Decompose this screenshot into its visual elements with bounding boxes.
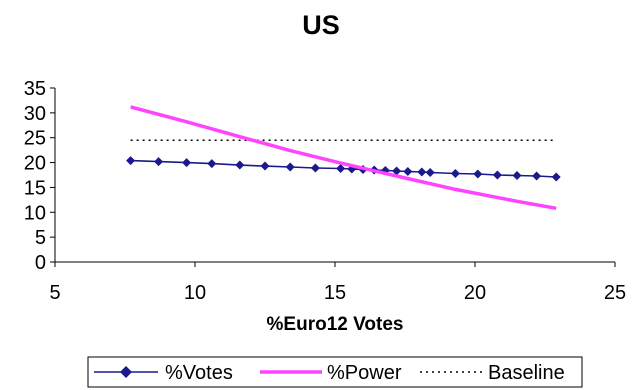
- legend-label-power: %Power: [327, 362, 402, 384]
- chart-title: US: [302, 10, 340, 40]
- data-point-votes: [425, 168, 435, 178]
- data-point-votes: [336, 164, 346, 174]
- legend: %Votes %Power Baseline: [87, 356, 583, 388]
- data-point-votes: [235, 160, 245, 170]
- y-tick-label: 35: [24, 78, 46, 100]
- legend-box: [87, 356, 583, 388]
- data-point-votes: [310, 163, 320, 173]
- x-tick-label: 5: [49, 282, 60, 304]
- legend-item-power: %Power: [260, 362, 402, 384]
- legend-label-baseline: Baseline: [488, 362, 565, 384]
- data-point-votes: [450, 169, 460, 179]
- y-tick-label: 25: [24, 128, 46, 150]
- legend-marker-votes: [120, 366, 132, 378]
- data-point-votes: [512, 170, 522, 180]
- data-point-votes: [492, 170, 502, 180]
- y-tick-label: 30: [24, 103, 46, 125]
- data-point-votes: [285, 162, 295, 172]
- data-point-votes: [473, 169, 483, 179]
- data-point-votes: [551, 172, 561, 182]
- x-ticks: 5 10 15 20 25: [49, 262, 626, 304]
- series-line-power: [130, 105, 557, 211]
- legend-item-baseline: Baseline: [420, 362, 565, 384]
- legend-item-votes: %Votes: [94, 362, 233, 384]
- x-tick-label: 25: [604, 282, 626, 304]
- x-axis-label: %Euro12 Votes: [267, 314, 404, 335]
- data-point-votes: [207, 159, 217, 169]
- data-point-votes: [532, 171, 542, 181]
- x-tick-label: 10: [184, 282, 206, 304]
- data-point-votes: [182, 158, 192, 168]
- y-tick-label: 20: [24, 153, 46, 175]
- x-tick-label: 20: [464, 282, 486, 304]
- data-point-votes: [260, 161, 270, 171]
- y-tick-label: 5: [35, 227, 46, 249]
- data-point-votes: [392, 166, 402, 176]
- y-tick-label: 15: [24, 177, 46, 199]
- data-point-votes: [403, 167, 413, 177]
- legend-label-votes: %Votes: [165, 362, 233, 384]
- y-tick-label: 0: [35, 252, 46, 274]
- data-point-votes: [154, 157, 164, 167]
- y-tick-label: 10: [24, 202, 46, 224]
- x-tick-label: 15: [324, 282, 346, 304]
- series-layer: [126, 105, 561, 211]
- data-point-votes: [417, 167, 427, 177]
- data-point-votes: [126, 156, 136, 166]
